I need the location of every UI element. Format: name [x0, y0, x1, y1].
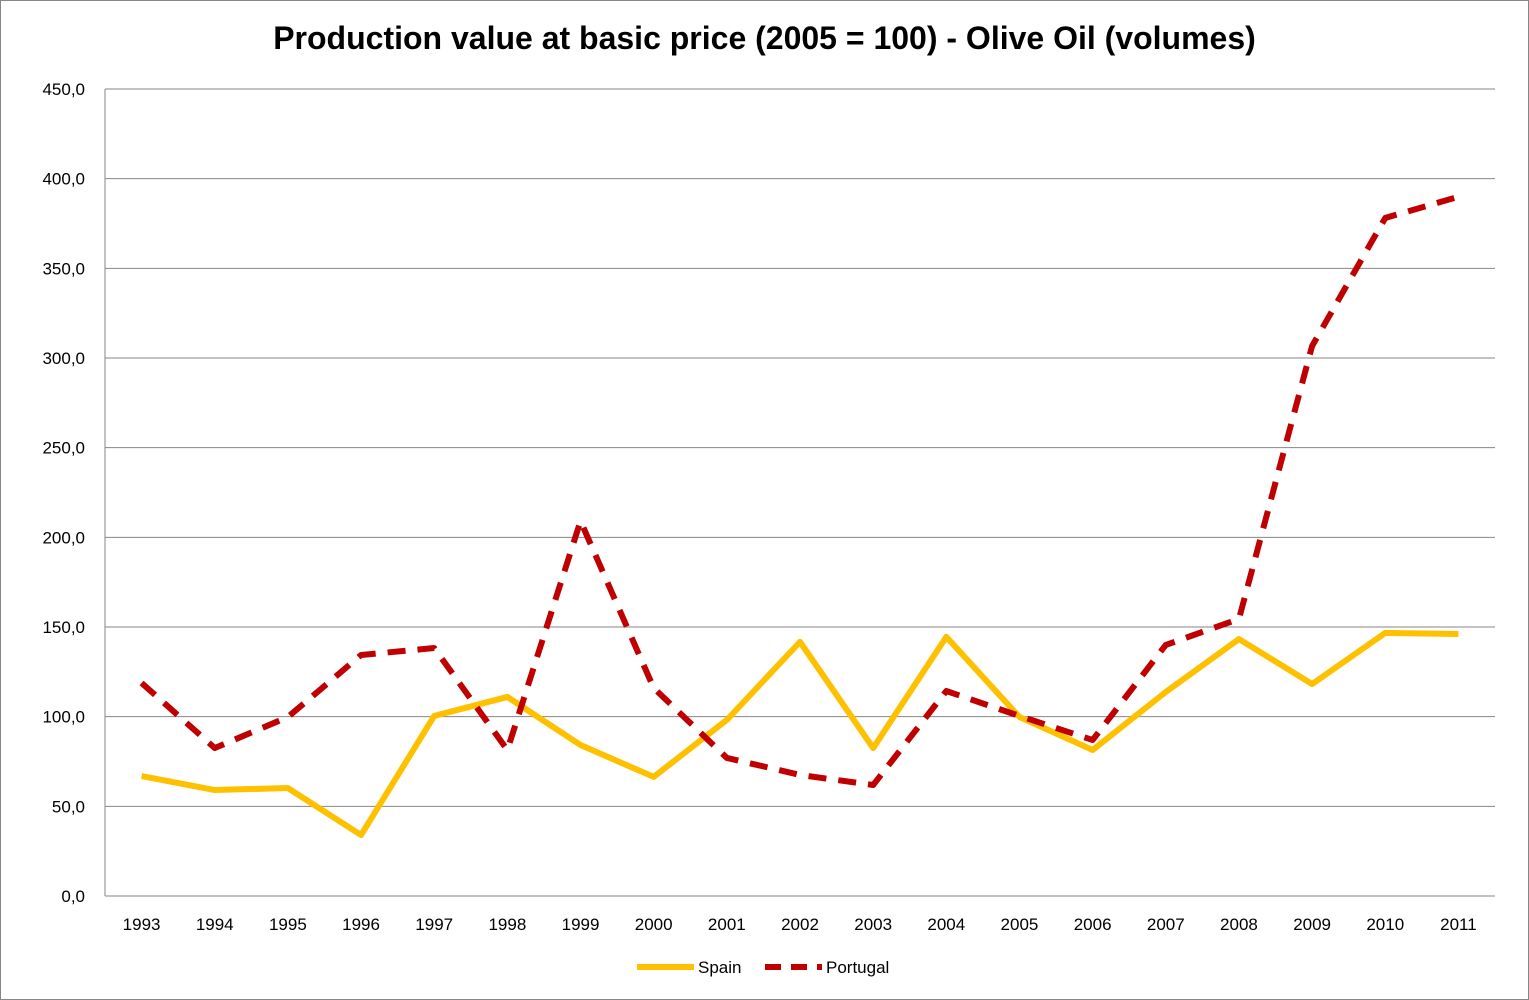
x-tick-label: 2000 [635, 915, 673, 934]
x-tick-label: 2006 [1074, 915, 1112, 934]
legend-label-spain: Spain [698, 958, 741, 977]
y-tick-label: 100,0 [42, 708, 85, 727]
x-tick-label: 2004 [927, 915, 965, 934]
x-tick-label: 1994 [196, 915, 234, 934]
x-tick-label: 2011 [1440, 915, 1477, 934]
y-tick-label: 300,0 [42, 349, 85, 368]
y-tick-label: 150,0 [42, 618, 85, 637]
y-tick-label: 350,0 [42, 259, 85, 278]
x-tick-label: 1996 [342, 915, 380, 934]
y-tick-label: 400,0 [42, 170, 85, 189]
y-tick-label: 450,0 [42, 80, 85, 99]
x-tick-label: 1995 [269, 915, 307, 934]
y-tick-label: 50,0 [52, 797, 85, 816]
y-tick-label: 250,0 [42, 439, 85, 458]
series-line-spain [141, 629, 1459, 839]
series-line-portugal [139, 193, 1460, 788]
x-tick-label: 1993 [123, 915, 161, 934]
chart-title: Production value at basic price (2005 = … [273, 20, 1256, 56]
x-tick-label: 2007 [1147, 915, 1185, 934]
x-tick-label: 2005 [1001, 915, 1039, 934]
x-tick-label: 2009 [1293, 915, 1331, 934]
x-tick-label: 2008 [1220, 915, 1258, 934]
x-tick-label: 2010 [1366, 915, 1404, 934]
y-tick-label: 0,0 [61, 887, 85, 906]
y-tick-label: 200,0 [42, 528, 85, 547]
x-tick-label: 1998 [488, 915, 526, 934]
x-tick-label: 2001 [708, 915, 746, 934]
x-tick-label: 2003 [854, 915, 892, 934]
x-tick-label: 1999 [562, 915, 600, 934]
legend-label-portugal: Portugal [826, 958, 889, 977]
x-tick-label: 2002 [781, 915, 819, 934]
x-tick-label: 1997 [415, 915, 453, 934]
